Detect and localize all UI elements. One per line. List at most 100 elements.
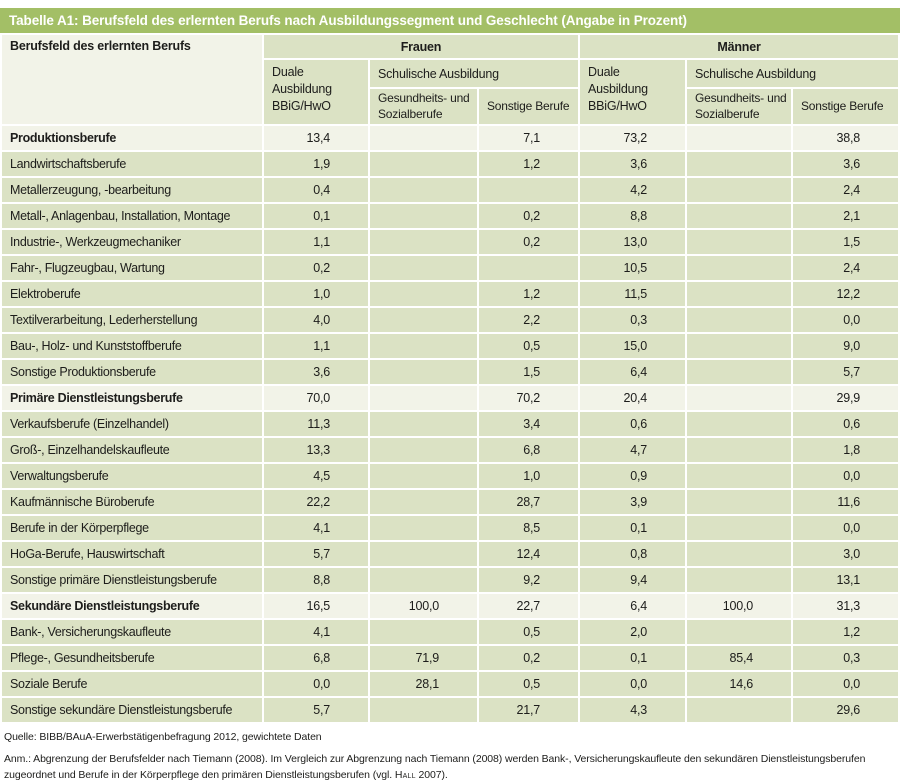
value-cell: 13,1 xyxy=(793,568,899,593)
table-row: Bank-, Versicherungskaufleute 4,1 0,5 2,0 1,… xyxy=(2,620,899,645)
value-cell xyxy=(370,568,477,593)
value-cell: 100,0 xyxy=(370,594,477,619)
value-cell: 8,8 xyxy=(580,204,685,229)
value-cell: 0,0 xyxy=(793,464,899,489)
value-cell: 0,0 xyxy=(793,672,899,697)
value-cell: 10,5 xyxy=(580,256,685,281)
row-label: Bank-, Versicherungskaufleute xyxy=(2,620,262,645)
row-label: Textilverarbeitung, Lederherstellung xyxy=(2,308,262,333)
value-cell: 0,6 xyxy=(793,412,899,437)
value-cell: 0,3 xyxy=(793,646,899,671)
value-cell xyxy=(370,282,477,307)
value-cell: 0,5 xyxy=(479,334,578,359)
value-cell: 4,5 xyxy=(264,464,368,489)
row-label: HoGa-Berufe, Hauswirtschaft xyxy=(2,542,262,567)
value-cell: 0,0 xyxy=(264,672,368,697)
value-cell: 4,2 xyxy=(580,178,685,203)
value-cell: 9,4 xyxy=(580,568,685,593)
value-cell: 0,9 xyxy=(580,464,685,489)
table-row: Verkaufsberufe (Einzelhandel) 11,3 3,4 0,6 0… xyxy=(2,412,899,437)
value-cell: 1,5 xyxy=(479,360,578,385)
table-row: Kaufmännische Büroberufe 22,2 28,7 3,9 11,6 xyxy=(2,490,899,515)
value-cell xyxy=(687,490,791,515)
value-cell: 2,4 xyxy=(793,178,899,203)
value-cell: 1,1 xyxy=(264,334,368,359)
value-cell xyxy=(687,464,791,489)
value-cell: 0,3 xyxy=(580,308,685,333)
value-cell: 20,4 xyxy=(580,386,685,411)
value-cell: 1,2 xyxy=(793,620,899,645)
value-cell: 1,2 xyxy=(479,152,578,177)
table-row: Soziale Berufe 0,0 28,1 0,5 0,0 14,6 0,0 xyxy=(2,672,899,697)
column-group-frauen: Frauen xyxy=(264,35,578,58)
row-label: Elektroberufe xyxy=(2,282,262,307)
value-cell xyxy=(370,698,477,723)
value-cell xyxy=(370,178,477,203)
value-cell: 7,1 xyxy=(479,126,578,151)
table-row: Elektroberufe 1,0 1,2 11,5 12,2 xyxy=(2,282,899,307)
value-cell: 6,8 xyxy=(264,646,368,671)
value-cell: 8,5 xyxy=(479,516,578,541)
value-cell: 6,8 xyxy=(479,438,578,463)
value-cell: 31,3 xyxy=(793,594,899,619)
value-cell: 2,1 xyxy=(793,204,899,229)
table-body: Produktionsberufe 13,4 7,1 73,2 38,8 Landwirt… xyxy=(2,126,899,723)
value-cell: 71,9 xyxy=(370,646,477,671)
value-cell: 12,2 xyxy=(793,282,899,307)
row-label: Fahr-, Flugzeugbau, Wartung xyxy=(2,256,262,281)
value-cell: 0,2 xyxy=(264,256,368,281)
value-cell: 0,1 xyxy=(580,516,685,541)
value-cell: 11,3 xyxy=(264,412,368,437)
table-row: Pflege-, Gesundheitsberufe 6,8 71,9 0,2 0,1 8… xyxy=(2,646,899,671)
value-cell: 0,2 xyxy=(479,204,578,229)
value-cell: 6,4 xyxy=(580,594,685,619)
value-cell xyxy=(687,542,791,567)
value-cell: 0,2 xyxy=(479,646,578,671)
value-cell xyxy=(687,568,791,593)
value-cell xyxy=(370,152,477,177)
row-label: Groß-, Einzelhandelskaufleute xyxy=(2,438,262,463)
row-label: Bau-, Holz- und Kunststoffberufe xyxy=(2,334,262,359)
category-row: Sekundäre Dienstleistungsberufe 16,5 100,0… xyxy=(2,594,899,619)
value-cell: 0,0 xyxy=(793,516,899,541)
value-cell: 1,1 xyxy=(264,230,368,255)
value-cell: 3,9 xyxy=(580,490,685,515)
row-label: Metall-, Anlagenbau, Installation, Monta… xyxy=(2,204,262,229)
value-cell: 21,7 xyxy=(479,698,578,723)
row-label: Verwaltungsberufe xyxy=(2,464,262,489)
row-label: Pflege-, Gesundheitsberufe xyxy=(2,646,262,671)
value-cell: 0,8 xyxy=(580,542,685,567)
column-header-maenner-sonstige-berufe: Sonstige Berufe xyxy=(793,89,899,125)
table-row: Sonstige Produktionsberufe 3,6 1,5 6,4 5,7 xyxy=(2,360,899,385)
value-cell: 13,0 xyxy=(580,230,685,255)
table-row: Berufe in der Körperpflege 4,1 8,5 0,1 0,0 xyxy=(2,516,899,541)
value-cell: 13,4 xyxy=(264,126,368,151)
category-row: Primäre Dienstleistungsberufe 70,0 70,2 20,… xyxy=(2,386,899,411)
value-cell xyxy=(370,360,477,385)
value-cell xyxy=(687,152,791,177)
value-cell: 1,2 xyxy=(479,282,578,307)
value-cell xyxy=(687,126,791,151)
value-cell: 0,1 xyxy=(264,204,368,229)
value-cell: 16,5 xyxy=(264,594,368,619)
value-cell: 8,8 xyxy=(264,568,368,593)
value-cell: 22,2 xyxy=(264,490,368,515)
table-row: Industrie-, Werkzeugmechaniker 1,1 0,2 13,0… xyxy=(2,230,899,255)
row-label: Sonstige primäre Dienstleistungsberufe xyxy=(2,568,262,593)
column-header-frauen-gesundheits-sozialberufe: Gesundheits- und Sozialberufe xyxy=(370,89,477,125)
header-row-subcolumns: Gesundheits- und Sozialberufe Sonstige B… xyxy=(2,89,899,125)
value-cell: 70,2 xyxy=(479,386,578,411)
value-cell: 100,0 xyxy=(687,594,791,619)
row-label: Landwirtschaftsberufe xyxy=(2,152,262,177)
annotation-end: 2007). xyxy=(415,769,448,782)
value-cell: 3,6 xyxy=(580,152,685,177)
value-cell: 28,7 xyxy=(479,490,578,515)
value-cell: 5,7 xyxy=(264,698,368,723)
value-cell xyxy=(687,360,791,385)
value-cell: 4,0 xyxy=(264,308,368,333)
value-cell: 11,5 xyxy=(580,282,685,307)
value-cell xyxy=(370,516,477,541)
column-header-maenner-gesundheits-sozialberufe: Gesundheits- und Sozialberufe xyxy=(687,89,791,125)
value-cell: 1,9 xyxy=(264,152,368,177)
